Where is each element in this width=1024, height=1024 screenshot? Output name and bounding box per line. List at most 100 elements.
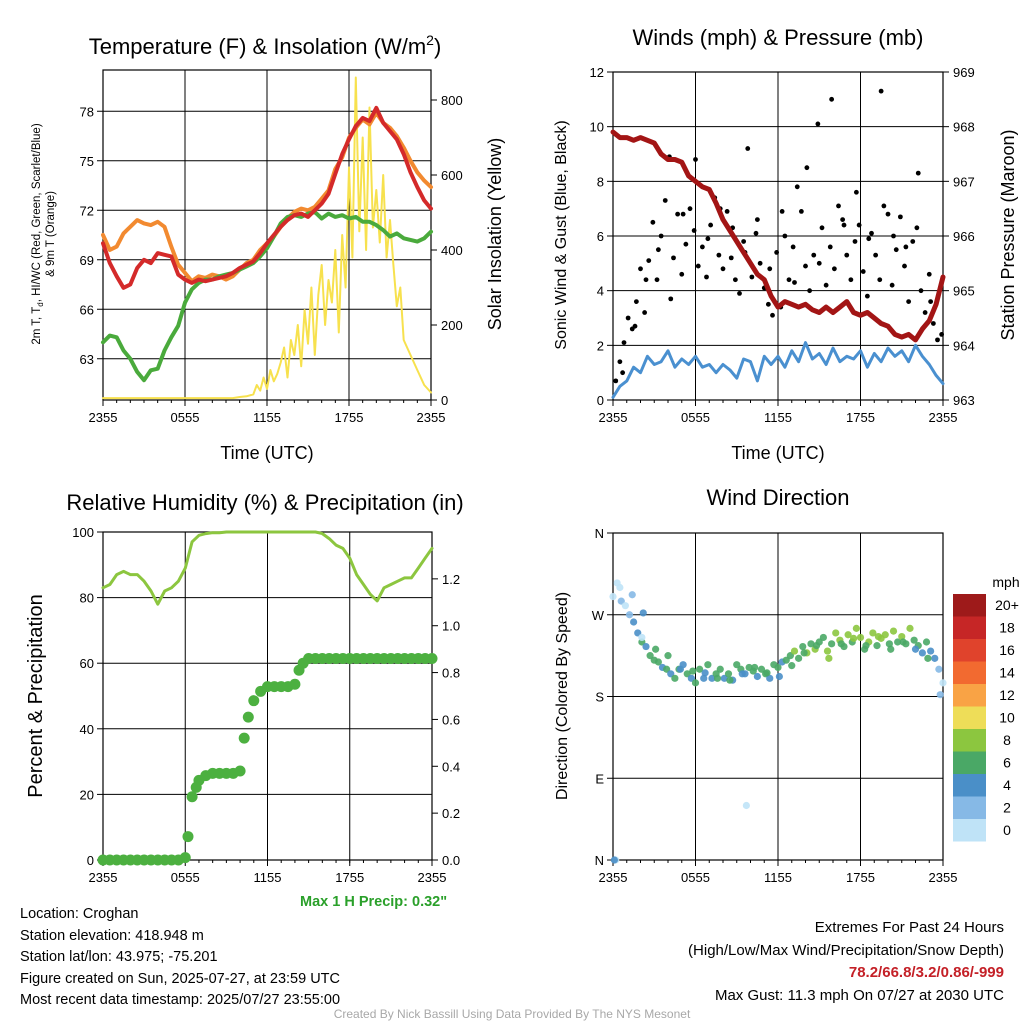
gust-point [906, 299, 912, 304]
direction-point [885, 640, 893, 648]
y-tick-label: 63 [80, 352, 94, 367]
gust-point [638, 266, 643, 272]
wind_direction-axes: 2355 0555 1155 1755 2355 N E S W N [592, 526, 958, 885]
precip-point [186, 791, 198, 803]
x-tick-label: 2355 [929, 870, 958, 885]
gust-point [749, 274, 755, 280]
gust-point [617, 359, 623, 365]
x-tick-label: 2355 [599, 410, 628, 425]
direction-point [874, 632, 882, 641]
legend-swatch [953, 616, 986, 639]
y-right-tick-label: 964 [953, 338, 975, 353]
winds-y-label-right: Station Pressure (Maroon) [998, 129, 1018, 340]
direction-point [621, 602, 629, 610]
legend-label: 10 [999, 710, 1015, 726]
direction-point [716, 665, 724, 673]
direction-point [799, 642, 807, 651]
legend-swatch [953, 594, 986, 617]
direction-point [713, 674, 722, 682]
legend-swatch [953, 661, 986, 684]
gust-point [704, 274, 709, 280]
gust-point [643, 277, 649, 283]
direction-point [894, 638, 902, 646]
y-tick-label: 66 [80, 302, 94, 317]
gust-point [836, 203, 841, 209]
y-tick-label: 40 [80, 722, 94, 737]
gust-point [650, 219, 656, 225]
direction-point [664, 652, 672, 660]
gust-point [853, 189, 859, 195]
gust-point [732, 277, 738, 283]
gust-point [914, 225, 920, 231]
winds-y-label-left: Sonic Wind & Gust (Blue, Black) [553, 120, 570, 349]
y-right-tick-label: 600 [441, 168, 463, 183]
direction-point [625, 611, 634, 619]
gust-point [708, 222, 714, 228]
direction-point [936, 691, 944, 699]
gust-point [680, 211, 686, 217]
gust-point [655, 247, 661, 253]
gust-point [922, 310, 928, 315]
gust-point [815, 121, 821, 127]
gust-point [852, 239, 858, 244]
extremes-legend: (High/Low/Max Wind/Precipitation/Snow De… [688, 941, 1004, 959]
x-tick-label: 0555 [171, 410, 200, 425]
x-tick-label: 1155 [253, 410, 281, 425]
legend-swatch [953, 819, 986, 842]
gust-point [860, 269, 866, 274]
y-right-tick-label: 968 [953, 120, 975, 135]
winds-axes: 2355 0555 1155 1755 2355 0 2 4 6 8 10 12 963 964 965 96… [590, 65, 975, 425]
direction-point [700, 674, 708, 682]
temperature-y-label-left-2: & 9m T (Orange) [45, 191, 57, 277]
insolation-line [102, 76, 432, 400]
y-tick-label: N [595, 526, 604, 541]
gust-point [658, 233, 664, 239]
legend-label: 14 [999, 665, 1015, 681]
gust-point [811, 252, 817, 258]
direction-point [935, 665, 943, 673]
direction-point [630, 618, 638, 626]
direction-point [638, 633, 646, 642]
y-tick-label: 100 [72, 525, 94, 540]
gust-point [864, 293, 870, 299]
temperature-panel: Temperature (F) & Insolation (W/m2) Time… [31, 32, 505, 463]
sonic-wind-line [611, 341, 945, 399]
direction-point [828, 640, 836, 648]
temp-2m-line [101, 105, 433, 290]
x-tick-label: 0555 [681, 410, 710, 425]
humidity-y-label-left: Percent & Precipitation [25, 594, 47, 797]
y-tick-label: 69 [80, 253, 94, 268]
temperature-y-label-left: 2m T, Td, HI/WC (Red, Green, Scarlet/Blu… [31, 123, 45, 344]
direction-point [856, 633, 865, 642]
gust-point [765, 301, 771, 307]
gust-point [844, 252, 850, 258]
direction-point [671, 674, 679, 682]
wind-direction-y-label: Direction (Colored By Speed) [554, 592, 571, 800]
gust-point [803, 263, 808, 269]
gust-point [633, 299, 639, 304]
rh-line [101, 530, 434, 606]
direction-point [616, 583, 624, 592]
gust-point [885, 211, 891, 217]
precip-point [182, 831, 194, 843]
station-elevation: Station elevation: 418.948 m [20, 927, 204, 944]
legend-label: 12 [999, 687, 1015, 703]
gust-point [699, 244, 705, 250]
direction-point [910, 636, 918, 644]
gust-point [642, 310, 648, 315]
gust-point [782, 233, 788, 239]
gust-point [675, 211, 681, 217]
gust-point [786, 277, 792, 283]
y-right-tick-label: 400 [441, 243, 463, 258]
gust-point [683, 241, 689, 247]
winds-x-label: Time (UTC) [731, 443, 824, 463]
credit-line: Created By Nick Bassill Using Data Provi… [333, 1007, 691, 1021]
x-tick-label: 1155 [764, 410, 792, 425]
gust-point [621, 340, 627, 345]
y-tick-label: N [595, 853, 604, 868]
legend-swatch [953, 751, 986, 774]
legend-swatch [953, 774, 986, 797]
direction-point [610, 856, 618, 864]
direction-point [939, 679, 947, 687]
figure-created: Figure created on Sun, 2025-07-27, at 23… [20, 970, 340, 987]
